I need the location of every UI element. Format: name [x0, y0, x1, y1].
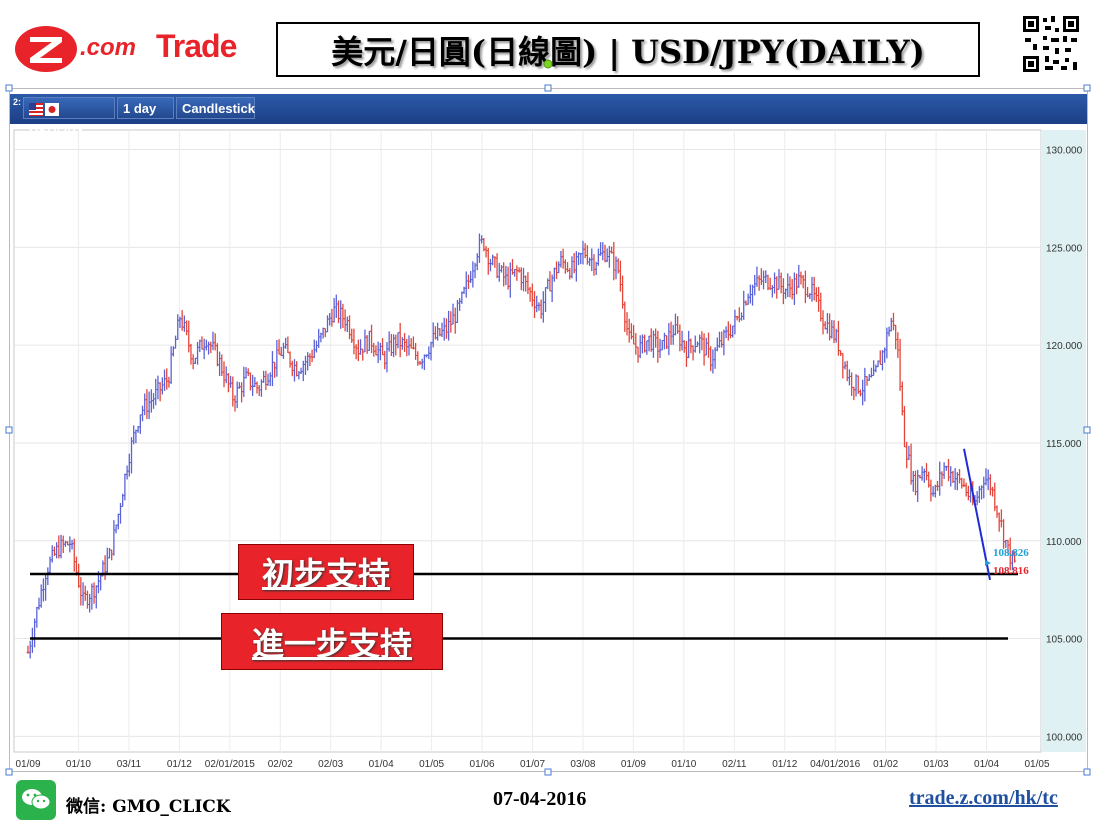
page-title: 美元/日圓(日線圖) | USD/JPY(DAILY)	[276, 22, 980, 77]
resize-handle	[544, 768, 552, 776]
further-support-label: 進一步支持	[221, 613, 443, 670]
zcom-trade-logo: .com Trade	[14, 24, 254, 74]
us-jp-flag-icon	[29, 103, 59, 117]
x-tick-label: 02/11	[722, 759, 747, 770]
resize-handle	[5, 426, 13, 434]
symbol-button[interactable]: USD/JPY	[23, 97, 115, 138]
y-tick-label: 130.000	[1046, 146, 1083, 157]
x-tick-label: 01/12	[772, 759, 797, 770]
x-tick-label: 04/01/2016	[810, 759, 860, 770]
x-tick-label: 01/07	[520, 759, 545, 770]
x-tick-label: 01/04	[369, 759, 394, 770]
x-tick-label: 01/06	[470, 759, 495, 770]
logo-dotcom-text: .com	[80, 34, 137, 61]
x-tick-label: 02/03	[318, 759, 343, 770]
last-bid-label: 108.826	[993, 547, 1029, 559]
resize-handle	[1083, 84, 1091, 92]
x-tick-label: 01/10	[671, 759, 696, 770]
x-tick-label: 01/10	[66, 759, 91, 770]
x-tick-label: 01/05	[419, 759, 444, 770]
chart-grid	[13, 129, 1086, 753]
y-tick-label: 100.000	[1046, 732, 1083, 743]
x-tick-label: 01/05	[1024, 759, 1049, 770]
wechat-icon	[16, 780, 56, 820]
y-tick-label: 115.000	[1046, 439, 1082, 450]
z-logo-icon	[15, 26, 77, 72]
x-tick-label: 01/12	[167, 759, 192, 770]
x-tick-label: 02/01/2015	[205, 759, 255, 770]
wechat-id: 微信: GMO_CLICK	[66, 797, 231, 817]
y-tick-label: 125.000	[1046, 243, 1083, 254]
overlays-group: 108.826 108.816	[5, 59, 1091, 776]
logo-trade-text: Trade	[156, 28, 237, 64]
rotate-handle	[543, 59, 553, 69]
x-tick-label: 02/02	[268, 759, 293, 770]
website-link[interactable]: trade.z.com/hk/tc	[909, 787, 1058, 809]
resize-handle	[544, 84, 552, 92]
last-ask-label: 108.816	[993, 565, 1029, 577]
chart-style-button[interactable]: Candlestick	[176, 97, 255, 119]
x-tick-label: 01/02	[873, 759, 898, 770]
x-tick-label: 01/04	[974, 759, 999, 770]
symbol-label: USD/JPY	[29, 123, 85, 138]
interval-button[interactable]: 1 day	[117, 97, 174, 119]
x-tick-label: 03/11	[117, 759, 142, 770]
x-tick-label: 01/03	[924, 759, 949, 770]
chart-index: 2:	[13, 97, 22, 107]
resize-handle	[5, 768, 13, 776]
x-tick-label: 01/09	[621, 759, 646, 770]
resize-handle	[1083, 768, 1091, 776]
candles-group	[26, 233, 1017, 659]
x-axis: 01/09 01/10 03/11 01/12 02/01/2015 02/02 02/03…	[15, 759, 1049, 770]
resize-handle	[1083, 426, 1091, 434]
last-price-marker	[985, 560, 991, 566]
y-axis: 130.000 125.000 120.000 115.000 110.000 105.0…	[1046, 146, 1083, 744]
initial-support-label: 初步支持	[238, 544, 414, 600]
downtrend-line	[963, 448, 991, 581]
x-tick-label: 03/08	[570, 759, 595, 770]
plot-area	[13, 129, 1042, 753]
resize-handle	[5, 84, 13, 92]
y-tick-label: 110.000	[1046, 537, 1082, 548]
qr-code-icon	[1021, 14, 1081, 74]
report-date: 07-04-2016	[493, 788, 587, 810]
price-axis-panel	[1041, 130, 1086, 752]
x-tick-label: 01/09	[15, 759, 40, 770]
chart-toolbar: 2: USD/JPY 1 day Candlestick	[10, 94, 1087, 138]
y-tick-label: 105.000	[1046, 635, 1083, 646]
y-tick-label: 120.000	[1046, 341, 1083, 352]
